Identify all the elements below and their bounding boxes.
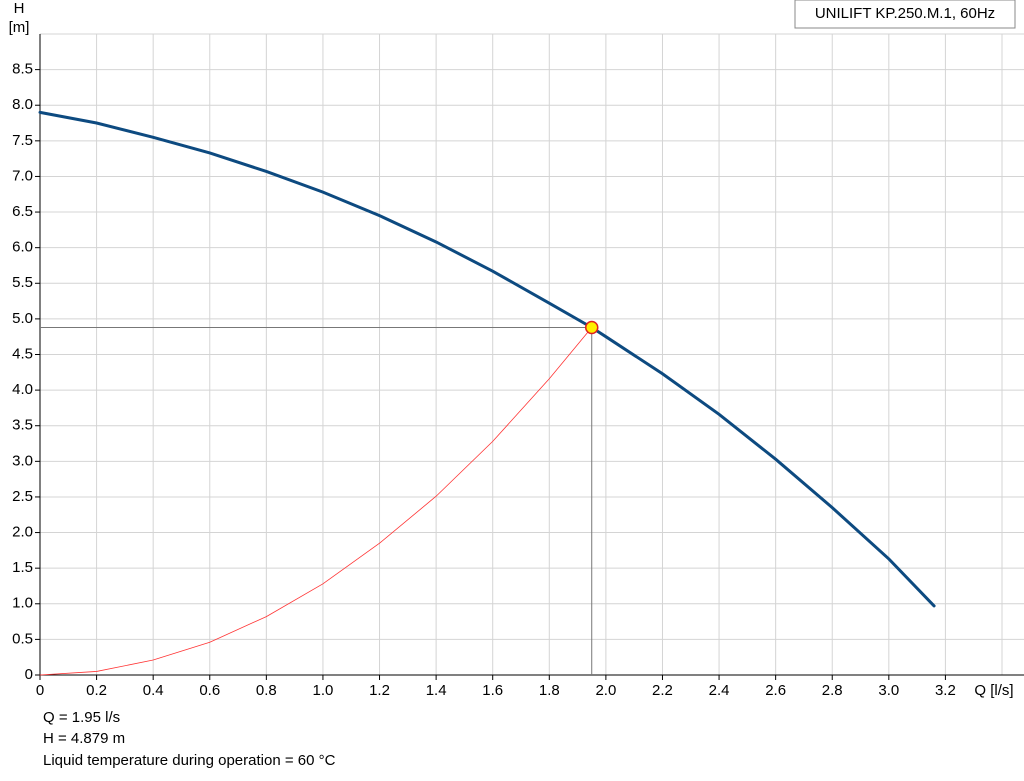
y-tick-label: 1.0 (12, 595, 33, 612)
y-axis-label: H (14, 0, 25, 17)
x-tick-label: 0.8 (256, 682, 277, 699)
x-tick-label: 3.0 (878, 682, 899, 699)
curve (39, 327, 593, 676)
y-tick-label: 4.0 (12, 381, 33, 398)
y-tick-label: 7.5 (12, 132, 33, 149)
y-tick-label: 2.0 (12, 524, 33, 541)
x-tick-label: 2.0 (595, 682, 616, 699)
y-tick-label: 0.5 (12, 630, 33, 647)
x-tick-label: 0 (36, 682, 44, 699)
x-tick-label: 1.2 (369, 682, 390, 699)
x-tick-label: 1.8 (539, 682, 560, 699)
x-tick-label: 0.4 (143, 682, 164, 699)
y-tick-label: 5.5 (12, 274, 33, 291)
x-tick-label: 1.0 (313, 682, 334, 699)
x-tick-label: 2.2 (652, 682, 673, 699)
x-tick-label: 0.2 (86, 682, 107, 699)
info-text: H = 4.879 m (43, 730, 125, 747)
x-tick-label: 2.4 (709, 682, 730, 699)
y-tick-label: 6.0 (12, 239, 33, 256)
x-tick-label: 3.2 (935, 682, 956, 699)
x-axis-label: Q [l/s] (974, 682, 1013, 699)
info-text: Liquid temperature during operation = 60… (43, 752, 336, 769)
y-tick-label: 8.5 (12, 61, 33, 78)
x-tick-label: 1.6 (482, 682, 503, 699)
y-tick-label: 1.5 (12, 559, 33, 576)
y-tick-label: 7.0 (12, 167, 33, 184)
y-tick-label: 8.0 (12, 96, 33, 113)
x-tick-label: 2.8 (822, 682, 843, 699)
operating-point (584, 320, 599, 335)
y-tick-label: 6.5 (12, 203, 33, 220)
legend-title: UNILIFT KP.250.M.1, 60Hz (815, 5, 995, 22)
y-tick-label: 4.5 (12, 345, 33, 362)
y-tick-label: 3.0 (12, 452, 33, 469)
legend-box (794, 0, 1016, 29)
x-tick-label: 1.4 (426, 682, 447, 699)
y-tick-label: 0 (25, 666, 33, 683)
info-text: Q = 1.95 l/s (43, 709, 120, 726)
x-tick-label: 2.6 (765, 682, 786, 699)
x-tick-label: 0.6 (199, 682, 220, 699)
curve (38, 110, 936, 608)
y-tick-label: 5.0 (12, 310, 33, 327)
y-tick-label: 3.5 (12, 417, 33, 434)
y-tick-label: 2.5 (12, 488, 33, 505)
y-axis-unit: [m] (9, 19, 30, 36)
